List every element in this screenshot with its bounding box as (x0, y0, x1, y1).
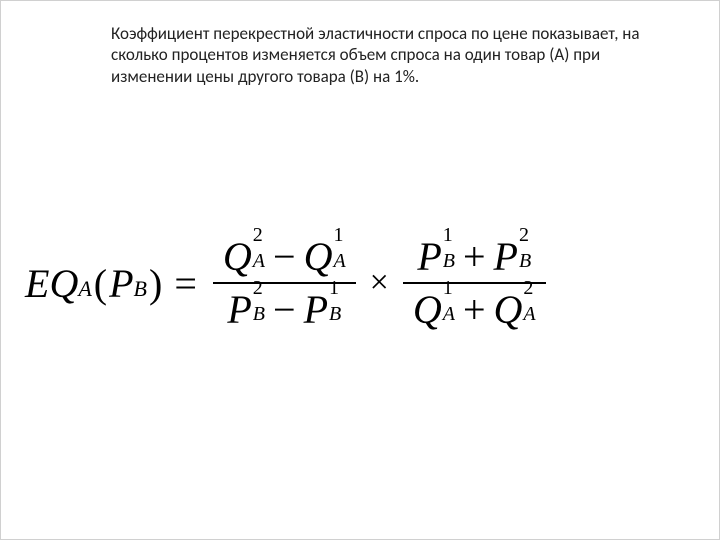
minus: − (267, 233, 302, 280)
term-P1B-2: P 1 B (417, 233, 455, 280)
term-Q1A: Q 1 A (304, 233, 346, 280)
frac2-den: Q 1 A + Q 2 A (403, 284, 546, 335)
base: P (417, 233, 441, 280)
term-Q2A: Q 2 A (223, 233, 265, 280)
base: P (304, 286, 328, 333)
sup: 2 (523, 279, 535, 297)
plus: + (457, 286, 492, 333)
sub: B (253, 305, 265, 323)
sup: 1 (333, 226, 345, 244)
stack: 2 B (253, 286, 265, 322)
term-Q1A-2: Q 1 A (413, 286, 455, 333)
base: P (227, 286, 251, 333)
paren-open: ( (92, 260, 109, 307)
sup: 1 (443, 279, 455, 297)
sup: 2 (253, 226, 265, 244)
stack: 2 A (253, 233, 265, 269)
formula-lhs: E Q A ( P B ) (25, 260, 164, 307)
stack: 1 B (329, 286, 341, 322)
equals-sign: = (164, 260, 207, 307)
term-P2B: P 2 B (227, 286, 265, 333)
sup: 2 (253, 279, 265, 297)
base: Q (304, 233, 333, 280)
sub: A (523, 305, 535, 323)
times-sign: × (362, 264, 397, 302)
stack: 2 B (519, 233, 531, 269)
sub: B (519, 252, 531, 270)
fraction-2: P 1 B + P 2 B Q (403, 231, 546, 335)
sup: 2 (519, 226, 531, 244)
term-Q2A-2: Q 2 A (494, 286, 536, 333)
paren-close: ) (147, 260, 164, 307)
base: Q (494, 286, 523, 333)
base: Q (413, 286, 442, 333)
stack: 1 A (443, 286, 455, 322)
frac1-den: P 2 B − P 1 B (217, 284, 351, 335)
sym-Q: Q (49, 260, 78, 307)
plus: + (457, 233, 492, 280)
formula: E Q A ( P B ) = Q 2 A − Q (25, 231, 697, 335)
frac2-num: P 1 B + P 2 B (407, 231, 541, 282)
stack: 2 A (523, 286, 535, 322)
sub: B (443, 252, 455, 270)
base: Q (223, 233, 252, 280)
heading-text: Коэффициент перекрестной эластичности сп… (111, 23, 671, 87)
sub: A (443, 305, 455, 323)
term-P2B-2: P 2 B (494, 233, 532, 280)
frac1-num: Q 2 A − Q 1 A (213, 231, 356, 282)
sym-E: E (25, 260, 49, 307)
sub-B: B (134, 276, 147, 302)
sub: B (329, 305, 341, 323)
sup: 1 (329, 279, 341, 297)
stack: 1 A (333, 233, 345, 269)
minus: − (267, 286, 302, 333)
stack: 1 B (443, 233, 455, 269)
fraction-1: Q 2 A − Q 1 A P (213, 231, 356, 335)
sub: A (333, 252, 345, 270)
sym-P: P (109, 260, 133, 307)
sup: 1 (443, 226, 455, 244)
sub-A: A (78, 276, 91, 302)
slide: Коэффициент перекрестной эластичности сп… (0, 0, 720, 540)
sub: A (253, 252, 265, 270)
base: P (494, 233, 518, 280)
term-P1B: P 1 B (304, 286, 342, 333)
